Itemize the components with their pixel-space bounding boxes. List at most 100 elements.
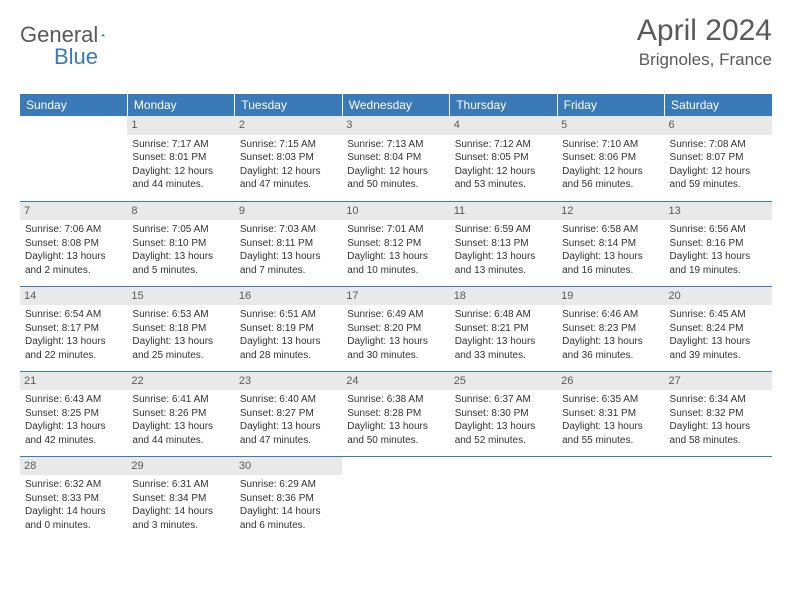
calendar-week-row: 7Sunrise: 7:06 AMSunset: 8:08 PMDaylight…	[20, 201, 772, 286]
sunset-line: Sunset: 8:23 PM	[562, 322, 659, 336]
calendar-day-cell: 16Sunrise: 6:51 AMSunset: 8:19 PMDayligh…	[235, 286, 342, 371]
sunset-line: Sunset: 8:10 PM	[132, 237, 229, 251]
day-number: 4	[450, 116, 557, 135]
daylight-line: Daylight: 13 hours and 22 minutes.	[25, 335, 122, 362]
calendar-day-cell: 23Sunrise: 6:40 AMSunset: 8:27 PMDayligh…	[235, 371, 342, 456]
calendar-day-cell: 8Sunrise: 7:05 AMSunset: 8:10 PMDaylight…	[127, 201, 234, 286]
sunset-line: Sunset: 8:26 PM	[132, 407, 229, 421]
calendar-day-cell: 19Sunrise: 6:46 AMSunset: 8:23 PMDayligh…	[557, 286, 664, 371]
sunrise-line: Sunrise: 7:01 AM	[347, 223, 444, 237]
sunrise-line: Sunrise: 6:48 AM	[455, 308, 552, 322]
sunset-line: Sunset: 8:03 PM	[240, 151, 337, 165]
logo-sub: Blue	[20, 44, 98, 70]
sunrise-line: Sunrise: 6:29 AM	[240, 478, 337, 492]
logo-word-2: Blue	[54, 44, 98, 69]
sunrise-line: Sunrise: 6:45 AM	[670, 308, 767, 322]
sunrise-line: Sunrise: 7:06 AM	[25, 223, 122, 237]
daylight-line: Daylight: 13 hours and 19 minutes.	[670, 250, 767, 277]
calendar-day-cell	[450, 456, 557, 541]
sunrise-line: Sunrise: 7:17 AM	[132, 138, 229, 152]
sunrise-line: Sunrise: 6:46 AM	[562, 308, 659, 322]
sunrise-line: Sunrise: 6:51 AM	[240, 308, 337, 322]
sunrise-line: Sunrise: 6:38 AM	[347, 393, 444, 407]
calendar-day-cell: 5Sunrise: 7:10 AMSunset: 8:06 PMDaylight…	[557, 116, 664, 201]
daylight-line: Daylight: 14 hours and 3 minutes.	[132, 505, 229, 532]
sunrise-line: Sunrise: 6:41 AM	[132, 393, 229, 407]
sunrise-line: Sunrise: 6:56 AM	[670, 223, 767, 237]
day-number: 13	[665, 202, 772, 221]
sunset-line: Sunset: 8:34 PM	[132, 492, 229, 506]
day-number: 1	[127, 116, 234, 135]
calendar-day-cell: 21Sunrise: 6:43 AMSunset: 8:25 PMDayligh…	[20, 371, 127, 456]
sunset-line: Sunset: 8:19 PM	[240, 322, 337, 336]
daylight-line: Daylight: 13 hours and 16 minutes.	[562, 250, 659, 277]
day-number: 11	[450, 202, 557, 221]
sunrise-line: Sunrise: 6:31 AM	[132, 478, 229, 492]
calendar-day-cell: 11Sunrise: 6:59 AMSunset: 8:13 PMDayligh…	[450, 201, 557, 286]
day-number: 6	[665, 116, 772, 135]
sunrise-line: Sunrise: 6:43 AM	[25, 393, 122, 407]
daylight-line: Daylight: 13 hours and 28 minutes.	[240, 335, 337, 362]
day-number: 23	[235, 372, 342, 391]
daylight-line: Daylight: 12 hours and 56 minutes.	[562, 165, 659, 192]
day-number: 9	[235, 202, 342, 221]
daylight-line: Daylight: 13 hours and 30 minutes.	[347, 335, 444, 362]
daylight-line: Daylight: 13 hours and 55 minutes.	[562, 420, 659, 447]
weekday-header: Thursday	[450, 94, 557, 116]
weekday-header: Sunday	[20, 94, 127, 116]
day-number: 22	[127, 372, 234, 391]
day-number: 18	[450, 287, 557, 306]
sunset-line: Sunset: 8:33 PM	[25, 492, 122, 506]
day-number: 24	[342, 372, 449, 391]
sunrise-line: Sunrise: 6:58 AM	[562, 223, 659, 237]
sunset-line: Sunset: 8:12 PM	[347, 237, 444, 251]
sunset-line: Sunset: 8:32 PM	[670, 407, 767, 421]
calendar-day-cell	[665, 456, 772, 541]
calendar-week-row: 14Sunrise: 6:54 AMSunset: 8:17 PMDayligh…	[20, 286, 772, 371]
daylight-line: Daylight: 13 hours and 25 minutes.	[132, 335, 229, 362]
calendar-day-cell: 3Sunrise: 7:13 AMSunset: 8:04 PMDaylight…	[342, 116, 449, 201]
daylight-line: Daylight: 12 hours and 59 minutes.	[670, 165, 767, 192]
sunrise-line: Sunrise: 6:59 AM	[455, 223, 552, 237]
day-number: 14	[20, 287, 127, 306]
day-number: 12	[557, 202, 664, 221]
sunset-line: Sunset: 8:36 PM	[240, 492, 337, 506]
location-label: Brignoles, France	[637, 50, 772, 70]
calendar-day-cell: 27Sunrise: 6:34 AMSunset: 8:32 PMDayligh…	[665, 371, 772, 456]
day-number: 15	[127, 287, 234, 306]
sunset-line: Sunset: 8:18 PM	[132, 322, 229, 336]
daylight-line: Daylight: 12 hours and 50 minutes.	[347, 165, 444, 192]
calendar-day-cell: 10Sunrise: 7:01 AMSunset: 8:12 PMDayligh…	[342, 201, 449, 286]
sunrise-line: Sunrise: 6:35 AM	[562, 393, 659, 407]
sunrise-line: Sunrise: 7:15 AM	[240, 138, 337, 152]
day-number: 7	[20, 202, 127, 221]
title-block: April 2024 Brignoles, France	[637, 14, 772, 70]
day-number: 21	[20, 372, 127, 391]
sunset-line: Sunset: 8:21 PM	[455, 322, 552, 336]
daylight-line: Daylight: 13 hours and 52 minutes.	[455, 420, 552, 447]
calendar-table: SundayMondayTuesdayWednesdayThursdayFrid…	[20, 94, 772, 541]
weekday-header: Monday	[127, 94, 234, 116]
daylight-line: Daylight: 14 hours and 0 minutes.	[25, 505, 122, 532]
daylight-line: Daylight: 13 hours and 2 minutes.	[25, 250, 122, 277]
sunset-line: Sunset: 8:06 PM	[562, 151, 659, 165]
logo: General	[20, 14, 125, 48]
sunrise-line: Sunrise: 6:49 AM	[347, 308, 444, 322]
calendar-day-cell: 2Sunrise: 7:15 AMSunset: 8:03 PMDaylight…	[235, 116, 342, 201]
calendar-day-cell: 17Sunrise: 6:49 AMSunset: 8:20 PMDayligh…	[342, 286, 449, 371]
daylight-line: Daylight: 13 hours and 44 minutes.	[132, 420, 229, 447]
sunset-line: Sunset: 8:17 PM	[25, 322, 122, 336]
day-number: 17	[342, 287, 449, 306]
sunrise-line: Sunrise: 6:53 AM	[132, 308, 229, 322]
calendar-header-row: SundayMondayTuesdayWednesdayThursdayFrid…	[20, 94, 772, 116]
day-number: 5	[557, 116, 664, 135]
sunrise-line: Sunrise: 6:54 AM	[25, 308, 122, 322]
daylight-line: Daylight: 13 hours and 33 minutes.	[455, 335, 552, 362]
daylight-line: Daylight: 12 hours and 47 minutes.	[240, 165, 337, 192]
calendar-day-cell: 20Sunrise: 6:45 AMSunset: 8:24 PMDayligh…	[665, 286, 772, 371]
day-number: 25	[450, 372, 557, 391]
daylight-line: Daylight: 13 hours and 39 minutes.	[670, 335, 767, 362]
daylight-line: Daylight: 13 hours and 58 minutes.	[670, 420, 767, 447]
sunset-line: Sunset: 8:13 PM	[455, 237, 552, 251]
daylight-line: Daylight: 14 hours and 6 minutes.	[240, 505, 337, 532]
